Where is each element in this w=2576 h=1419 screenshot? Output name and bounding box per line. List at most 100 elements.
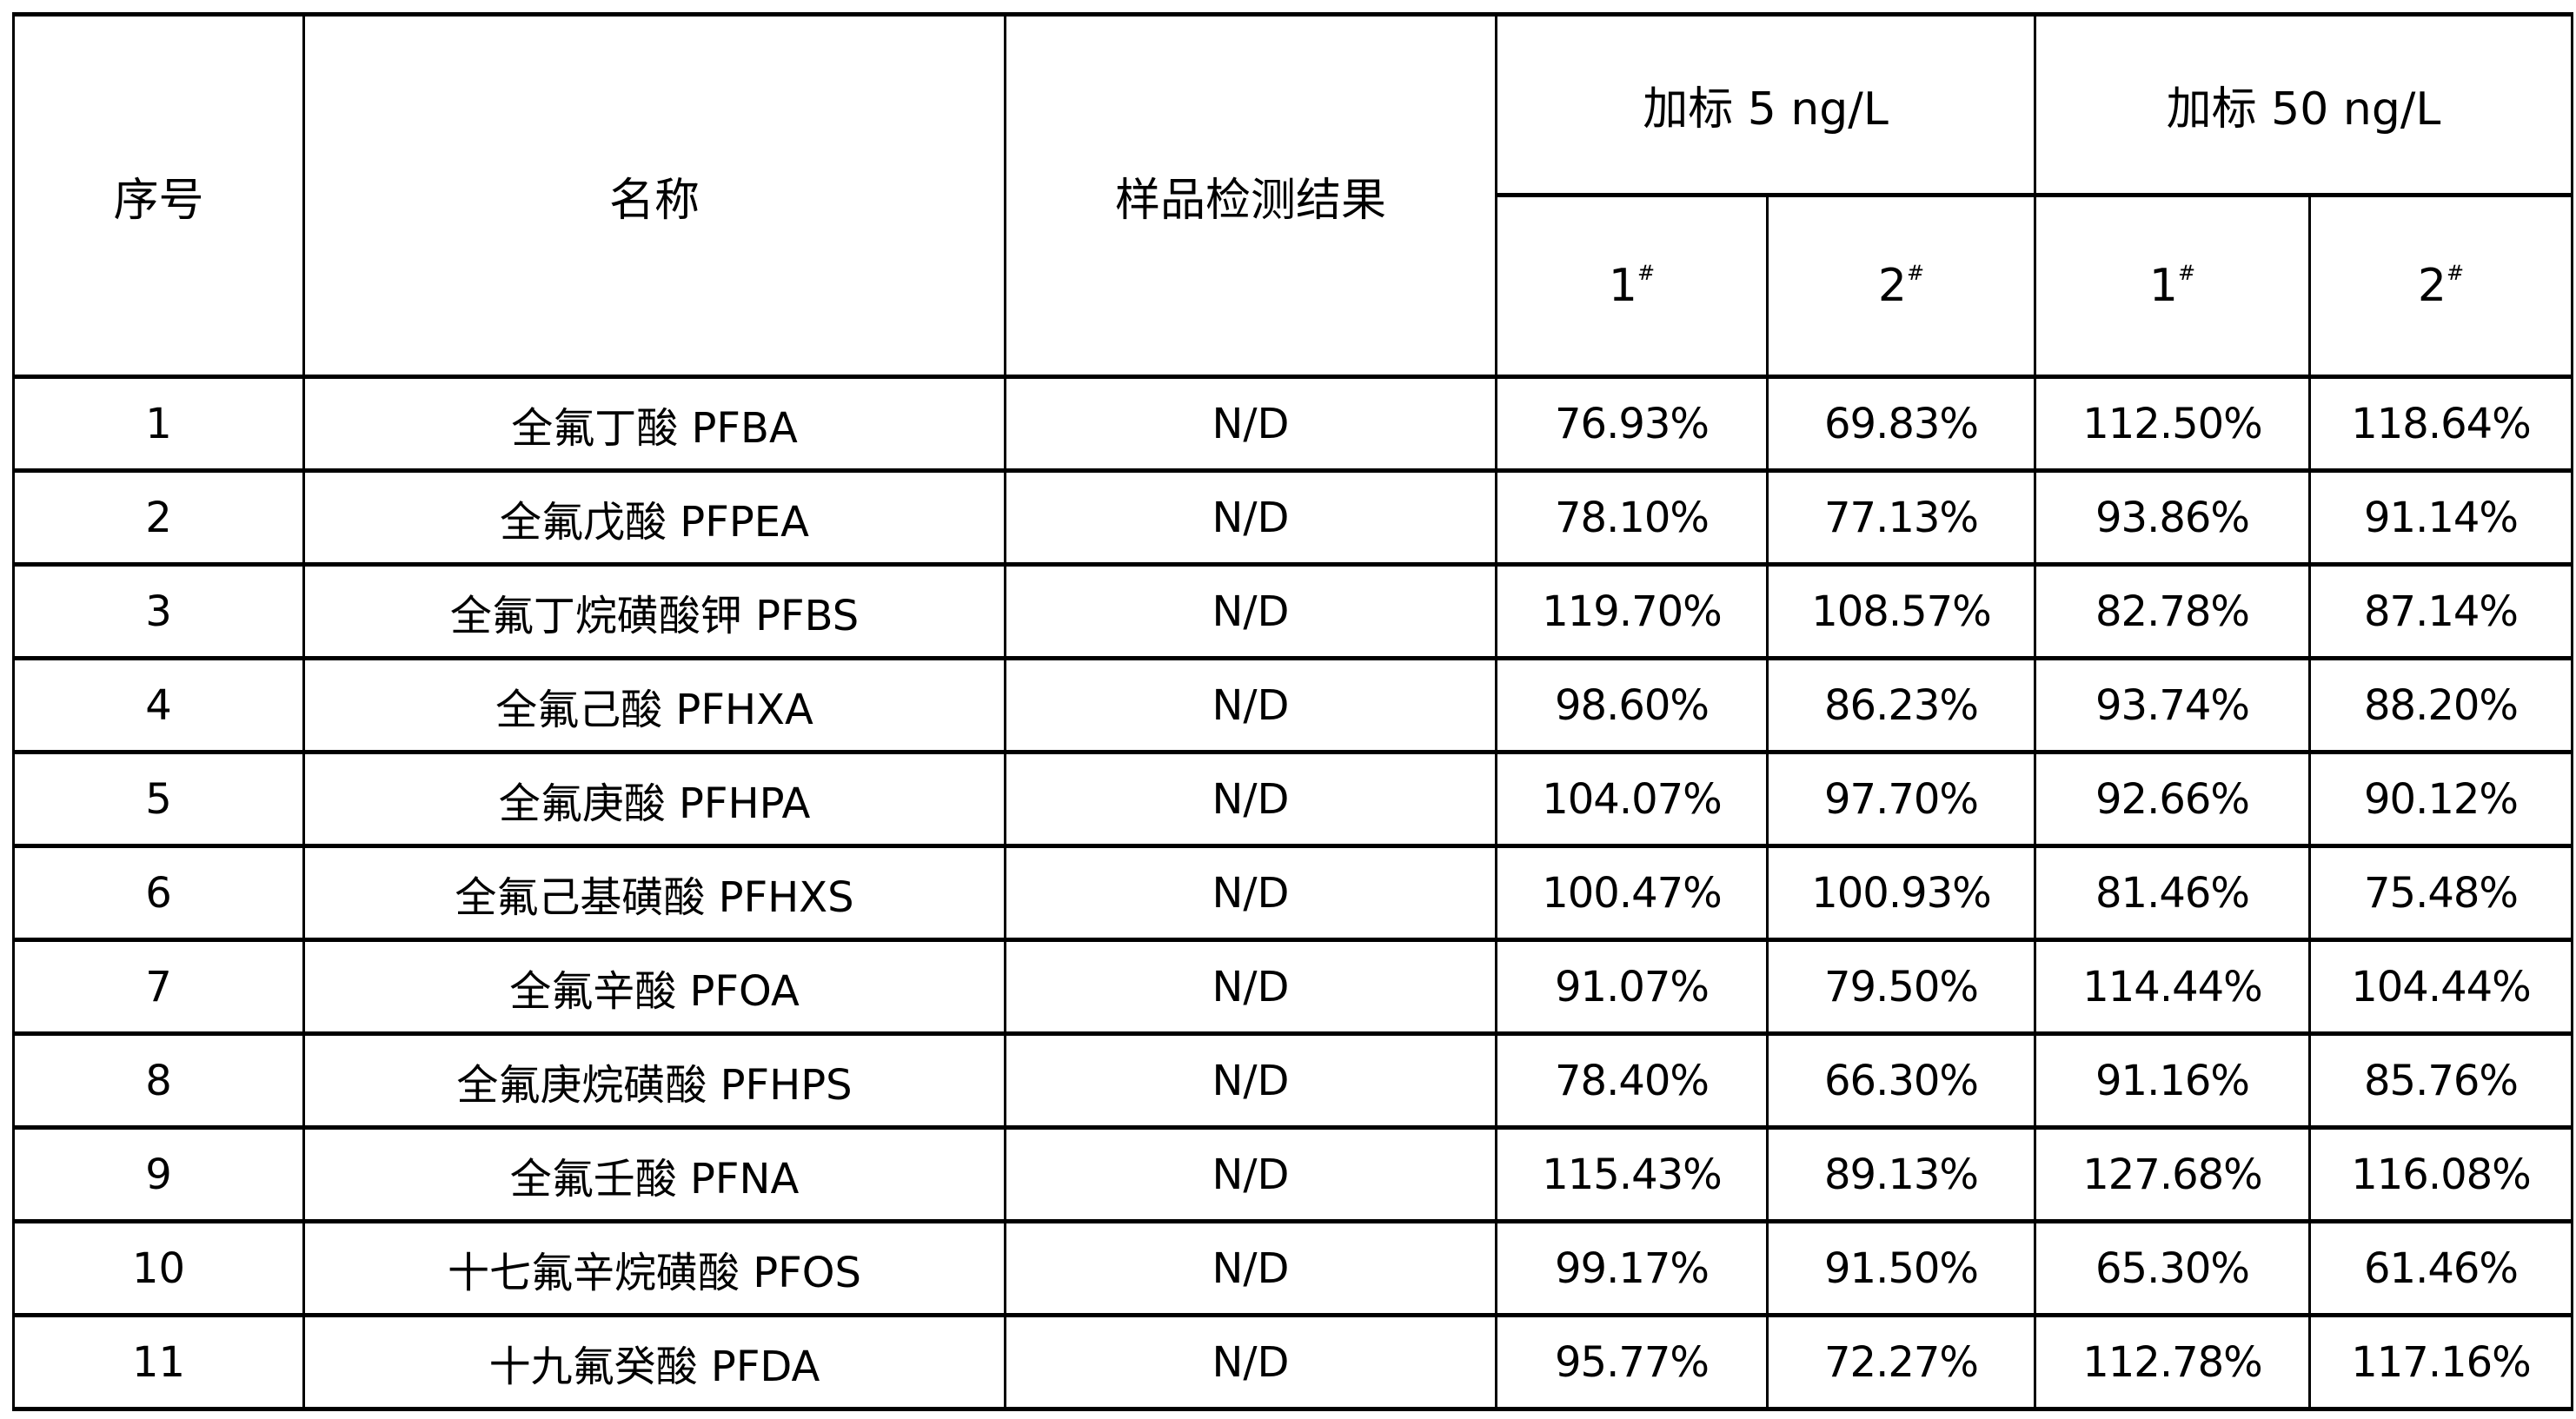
- cell-name: 全氟庚酸 PFHPA: [302, 750, 1006, 848]
- cell-sample-result: N/D: [1004, 844, 1497, 942]
- sample-mark: #: [1637, 261, 1656, 285]
- cell-sample-result: N/D: [1004, 1219, 1497, 1317]
- cell-recovery: 66.30%: [1766, 1031, 2036, 1130]
- cell-recovery: 91.07%: [1495, 938, 1769, 1036]
- sample-mark: #: [1906, 261, 1925, 285]
- sample-number: 1: [1608, 260, 1637, 312]
- cell-recovery: 91.16%: [2034, 1031, 2311, 1130]
- cell-name: 全氟庚烷磺酸 PFHPS: [302, 1031, 1006, 1130]
- cell-index: 10: [12, 1219, 305, 1317]
- header-name: 名称: [302, 12, 1006, 379]
- cell-name: 全氟壬酸 PFNA: [302, 1125, 1006, 1223]
- table-row: 6 全氟己基磺酸 PFHXS N/D 100.47% 100.93% 81.46% 75.4…: [12, 844, 2573, 942]
- cell-recovery: 92.66%: [2034, 750, 2311, 848]
- table-row: 3 全氟丁烷磺酸钾 PFBS N/D 119.70% 108.57% 82.78% 87.1…: [12, 562, 2573, 660]
- cell-sample-result: N/D: [1004, 938, 1497, 1036]
- cell-recovery: 115.43%: [1495, 1125, 1769, 1223]
- table-row: 7 全氟辛酸 PFOA N/D 91.07% 79.50% 114.44% 104.44%: [12, 938, 2573, 1036]
- cell-recovery: 72.27%: [1766, 1313, 2036, 1411]
- cell-index: 8: [12, 1031, 305, 1130]
- table-row: 1 全氟丁酸 PFBA N/D 76.93% 69.83% 112.50% 118.64%: [12, 375, 2573, 473]
- cell-index: 7: [12, 938, 305, 1036]
- table-row: 9 全氟壬酸 PFNA N/D 115.43% 89.13% 127.68% 116.08%: [12, 1125, 2573, 1223]
- cell-recovery: 82.78%: [2034, 562, 2311, 660]
- sample-number: 2: [2417, 260, 2447, 312]
- cell-recovery: 93.74%: [2034, 656, 2311, 754]
- cell-name: 全氟戊酸 PFPEA: [302, 468, 1006, 567]
- cell-recovery: 89.13%: [1766, 1125, 2036, 1223]
- cell-recovery: 78.10%: [1495, 468, 1769, 567]
- cell-sample-result: N/D: [1004, 468, 1497, 567]
- cell-sample-result: N/D: [1004, 750, 1497, 848]
- subheader-sample: 1#: [2034, 193, 2311, 379]
- header-spike-50: 加标 50 ng/L: [2034, 12, 2573, 197]
- cell-name: 全氟己基磺酸 PFHXS: [302, 844, 1006, 942]
- cell-sample-result: N/D: [1004, 656, 1497, 754]
- cell-recovery: 76.93%: [1495, 375, 1769, 473]
- cell-index: 5: [12, 750, 305, 848]
- sample-mark: #: [2177, 261, 2196, 285]
- header-row: 序号 名称 样品检测结果 加标 5 ng/L 加标 50 ng/L: [12, 12, 2573, 379]
- cell-index: 2: [12, 468, 305, 567]
- cell-recovery: 112.78%: [2034, 1313, 2311, 1411]
- cell-recovery: 91.14%: [2308, 468, 2573, 567]
- cell-sample-result: N/D: [1004, 1125, 1497, 1223]
- cell-name: 十七氟辛烷磺酸 PFOS: [302, 1219, 1006, 1317]
- cell-recovery: 127.68%: [2034, 1125, 2311, 1223]
- cell-index: 6: [12, 844, 305, 942]
- cell-recovery: 85.76%: [2308, 1031, 2573, 1130]
- cell-recovery: 112.50%: [2034, 375, 2311, 473]
- cell-index: 1: [12, 375, 305, 473]
- cell-recovery: 75.48%: [2308, 844, 2573, 942]
- cell-recovery: 69.83%: [1766, 375, 2036, 473]
- cell-index: 3: [12, 562, 305, 660]
- cell-index: 11: [12, 1313, 305, 1411]
- sample-mark: #: [2446, 261, 2465, 285]
- cell-recovery: 87.14%: [2308, 562, 2573, 660]
- cell-recovery: 104.44%: [2308, 938, 2573, 1036]
- header-spike-5: 加标 5 ng/L: [1495, 12, 2036, 197]
- cell-recovery: 88.20%: [2308, 656, 2573, 754]
- cell-recovery: 61.46%: [2308, 1219, 2573, 1317]
- subheader-sample: 2#: [1766, 193, 2036, 379]
- cell-name: 全氟己酸 PFHXA: [302, 656, 1006, 754]
- cell-index: 9: [12, 1125, 305, 1223]
- cell-recovery: 86.23%: [1766, 656, 2036, 754]
- cell-recovery: 116.08%: [2308, 1125, 2573, 1223]
- subheader-sample: 2#: [2308, 193, 2573, 379]
- table-row: 8 全氟庚烷磺酸 PFHPS N/D 78.40% 66.30% 91.16% 85.76%: [12, 1031, 2573, 1130]
- cell-recovery: 100.93%: [1766, 844, 2036, 942]
- cell-recovery: 65.30%: [2034, 1219, 2311, 1317]
- table-row: 11 十九氟癸酸 PFDA N/D 95.77% 72.27% 112.78% 117.16…: [12, 1313, 2573, 1411]
- cell-sample-result: N/D: [1004, 1313, 1497, 1411]
- sample-number: 1: [2148, 260, 2178, 312]
- cell-recovery: 108.57%: [1766, 562, 2036, 660]
- cell-recovery: 90.12%: [2308, 750, 2573, 848]
- cell-sample-result: N/D: [1004, 562, 1497, 660]
- cell-recovery: 117.16%: [2308, 1313, 2573, 1411]
- cell-recovery: 104.07%: [1495, 750, 1769, 848]
- cell-recovery: 114.44%: [2034, 938, 2311, 1036]
- cell-name: 全氟辛酸 PFOA: [302, 938, 1006, 1036]
- cell-sample-result: N/D: [1004, 375, 1497, 473]
- cell-name: 十九氟癸酸 PFDA: [302, 1313, 1006, 1411]
- cell-recovery: 100.47%: [1495, 844, 1769, 942]
- header-index: 序号: [12, 12, 305, 379]
- cell-name: 全氟丁酸 PFBA: [302, 375, 1006, 473]
- cell-recovery: 77.13%: [1766, 468, 2036, 567]
- header-sample-result: 样品检测结果: [1004, 12, 1497, 379]
- cell-recovery: 95.77%: [1495, 1313, 1769, 1411]
- subheader-row: 1# 2# 1# 2#: [14, 193, 2573, 379]
- cell-recovery: 99.17%: [1495, 1219, 1769, 1317]
- subheader-sample: 1#: [1495, 193, 1769, 379]
- cell-index: 4: [12, 656, 305, 754]
- cell-recovery: 93.86%: [2034, 468, 2311, 567]
- cell-recovery: 91.50%: [1766, 1219, 2036, 1317]
- cell-recovery: 118.64%: [2308, 375, 2573, 473]
- sample-number: 2: [1877, 260, 1907, 312]
- cell-recovery: 98.60%: [1495, 656, 1769, 754]
- table-row: 2 全氟戊酸 PFPEA N/D 78.10% 77.13% 93.86% 91.14%: [12, 468, 2573, 567]
- recovery-table: 序号 名称 样品检测结果 加标 5 ng/L 加标 50 ng/L 1# 2# …: [12, 12, 2573, 1411]
- cell-recovery: 79.50%: [1766, 938, 2036, 1036]
- cell-recovery: 78.40%: [1495, 1031, 1769, 1130]
